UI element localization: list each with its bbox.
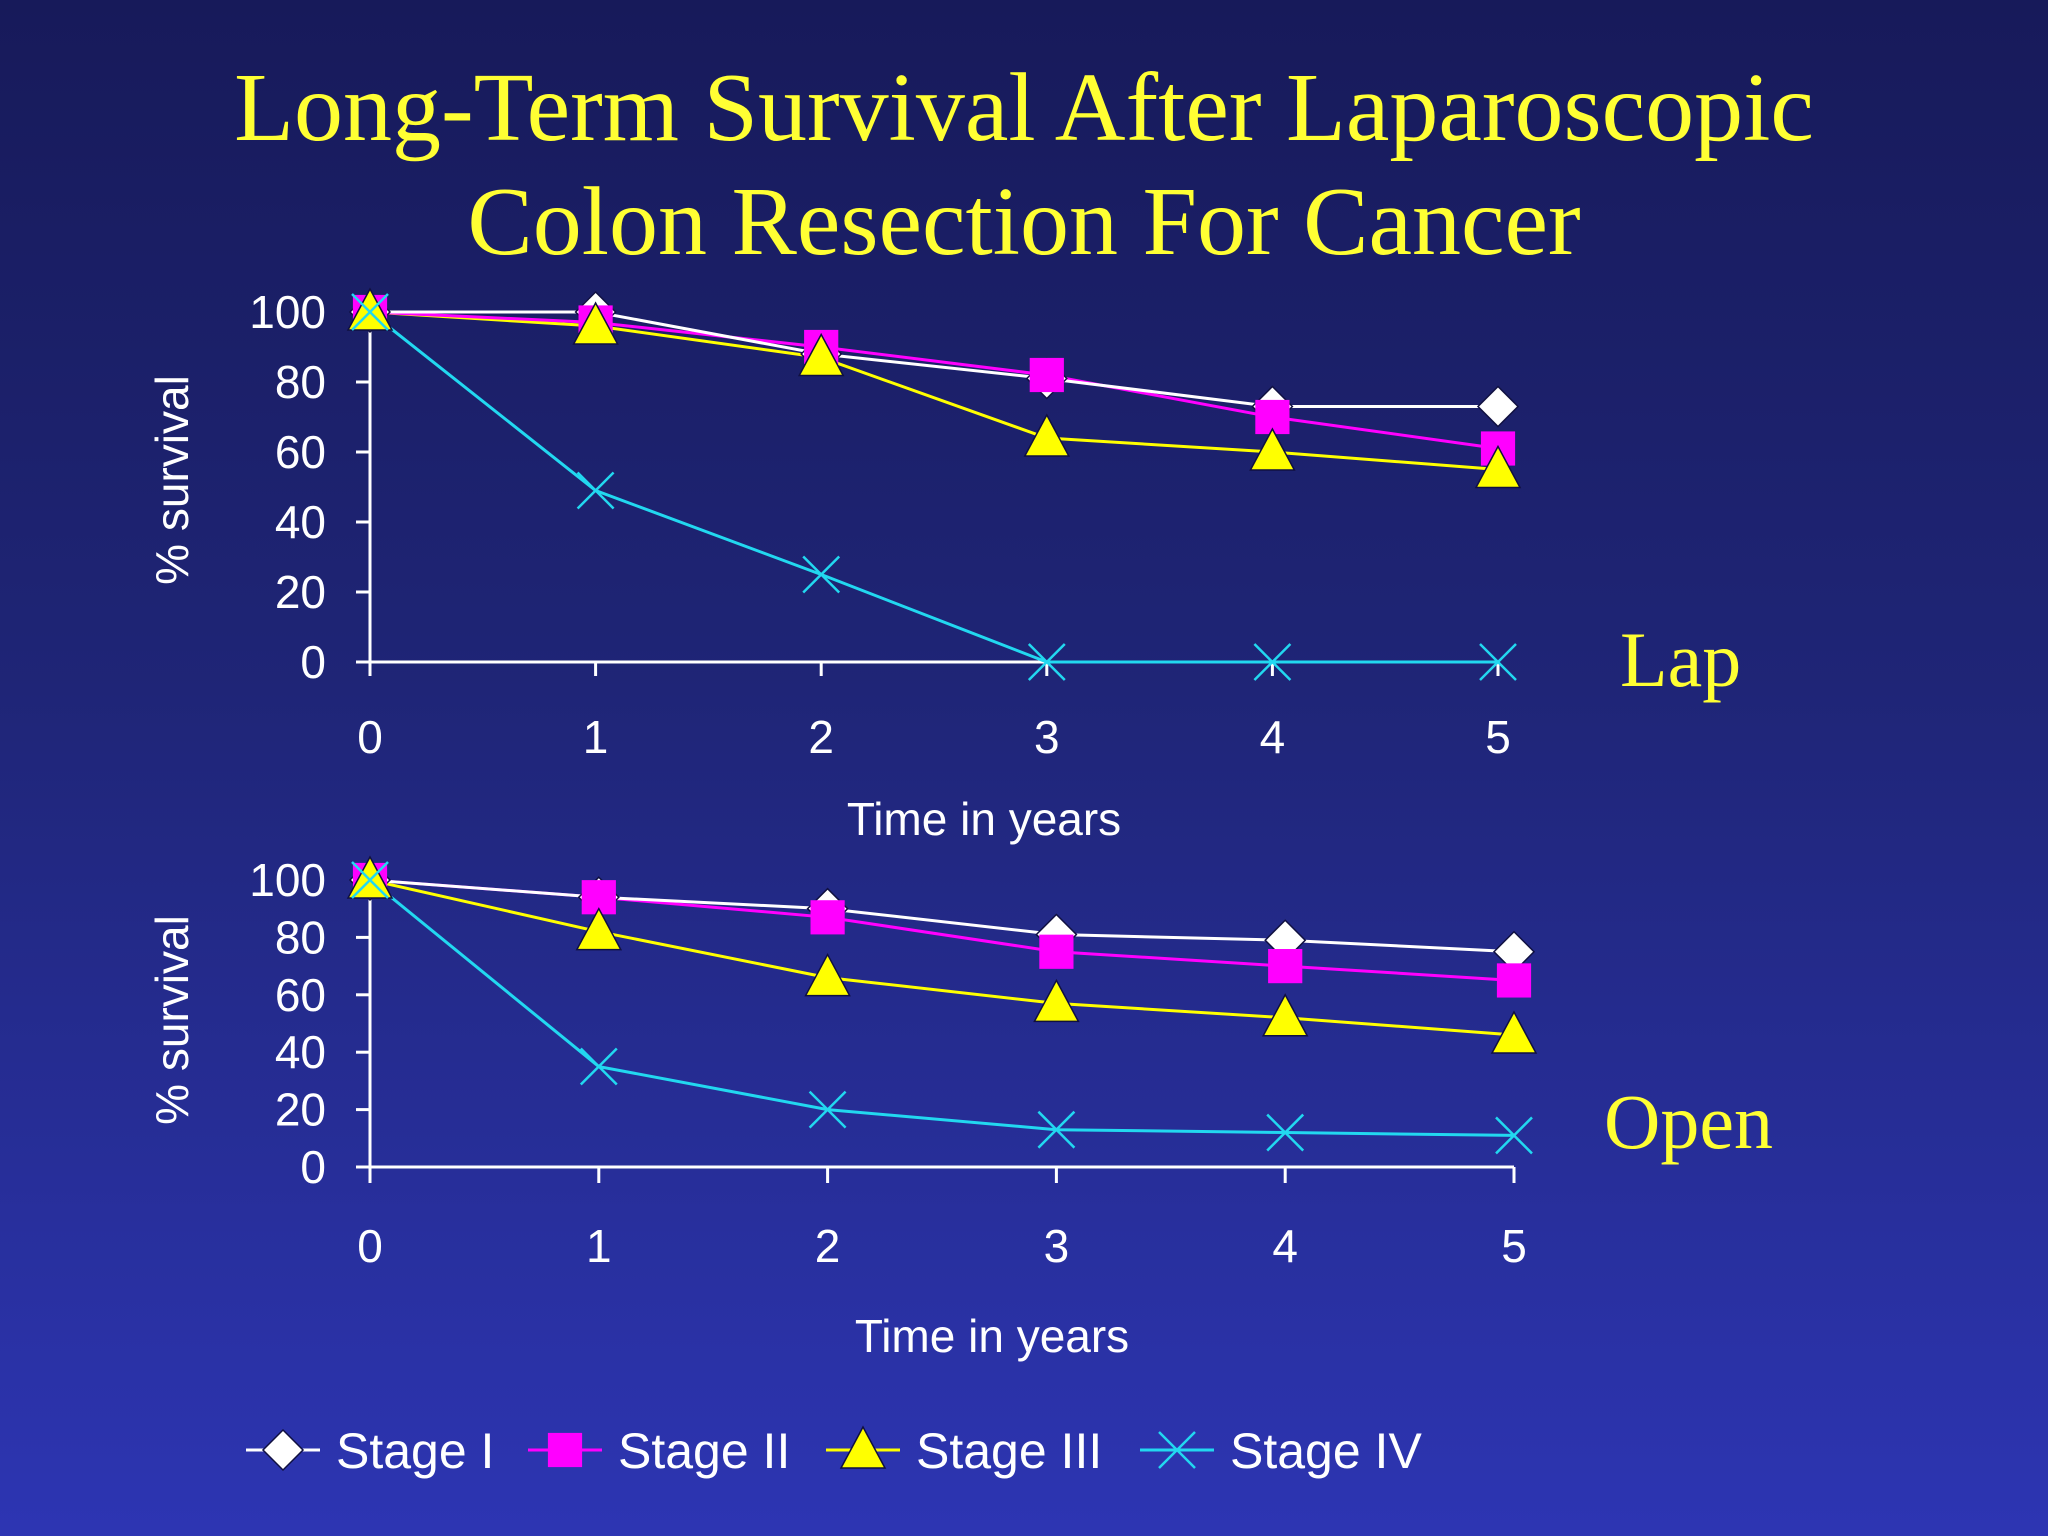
y-tick-label: 60 xyxy=(275,969,326,1021)
data-point-stage-iv xyxy=(1495,1116,1533,1155)
data-point-stage-iii xyxy=(1474,444,1522,489)
data-point-stage-iii xyxy=(1261,993,1309,1037)
legend-label: Stage II xyxy=(618,1423,790,1479)
data-point-stage-iv xyxy=(351,861,389,899)
data-point-stage-iv xyxy=(802,555,841,594)
series-line-stage-ii xyxy=(369,310,1499,450)
x-tick-label: 1 xyxy=(586,1220,612,1272)
lap-survival-chart: 0 20 40 60 80 100 0 1 2 3 4 5 Time in years % surviva… xyxy=(146,286,1741,845)
x-tick-label: 2 xyxy=(808,711,834,763)
series-line-stage-i xyxy=(369,878,1515,954)
series-line-stage-iv xyxy=(369,878,1515,1137)
y-tick-label: 60 xyxy=(275,426,326,478)
y-tick-label: 80 xyxy=(275,356,326,408)
data-point-stage-iv xyxy=(1253,643,1292,681)
series-line-stage-iii xyxy=(369,310,1499,471)
x-tick-label: 0 xyxy=(357,1220,383,1272)
y-tick-label: 100 xyxy=(249,286,326,338)
y-tick-label: 80 xyxy=(275,911,326,963)
x-tick-label: 0 xyxy=(357,711,383,763)
legend-marker-stage-i xyxy=(261,1428,305,1472)
legend-marker-stage-iv xyxy=(1158,1431,1196,1469)
data-point-stage-iii xyxy=(797,332,845,377)
panel-label-lap: Lap xyxy=(1620,616,1741,703)
slide-title-line-1: Long-Term Survival After Laparoscopic xyxy=(234,54,1814,162)
x-tick-label: 5 xyxy=(1501,1220,1527,1272)
data-point-stage-iii xyxy=(1033,978,1080,1023)
data-point-stage-ii xyxy=(1268,949,1303,984)
x-tick-label: 2 xyxy=(815,1220,841,1272)
data-point-stage-iv xyxy=(1027,643,1066,681)
y-tick-label: 0 xyxy=(300,636,326,688)
data-point-stage-iv xyxy=(1266,1113,1305,1152)
data-point-stage-iii xyxy=(575,907,623,951)
x-axis-title: Time in years xyxy=(847,793,1121,845)
data-point-stage-iv xyxy=(351,293,389,331)
data-point-stage-iii xyxy=(1249,427,1296,471)
data-point-stage-iii xyxy=(804,952,851,997)
data-point-stage-iii xyxy=(1023,413,1071,457)
data-point-stage-iv xyxy=(576,471,615,510)
x-tick-label: 4 xyxy=(1272,1220,1298,1272)
data-point-stage-iv xyxy=(1037,1110,1076,1149)
data-point-stage-iii xyxy=(1490,1010,1538,1054)
data-point-stage-ii xyxy=(1039,934,1074,969)
x-tick-label: 3 xyxy=(1034,711,1060,763)
data-point-stage-ii xyxy=(1029,357,1064,393)
y-tick-label: 20 xyxy=(275,1084,326,1136)
y-tick-label: 100 xyxy=(249,854,326,906)
legend-marker-stage-ii xyxy=(547,1432,583,1468)
x-tick-label: 5 xyxy=(1485,711,1511,763)
x-axis-title: Time in years xyxy=(855,1310,1129,1362)
data-point-stage-iii xyxy=(346,855,394,899)
data-point-stage-iii xyxy=(346,287,394,331)
legend-item-stage-iv: Stage IV xyxy=(1140,1423,1422,1479)
slide-title-line-2: Colon Resection For Cancer xyxy=(467,168,1580,276)
x-tick-label: 1 xyxy=(583,711,609,763)
x-tick-label: 3 xyxy=(1044,1220,1070,1272)
legend-item-stage-i: Stage I xyxy=(246,1423,494,1479)
legend-label: Stage III xyxy=(916,1423,1102,1479)
series-line-stage-iii xyxy=(369,878,1515,1037)
y-axis-title: % survival xyxy=(146,375,198,585)
panel-label-open: Open xyxy=(1604,1078,1773,1165)
y-tick-label: 40 xyxy=(275,496,326,548)
x-tick-label: 4 xyxy=(1260,711,1286,763)
data-point-stage-ii xyxy=(1496,963,1532,998)
y-axis-title: % survival xyxy=(146,915,198,1125)
legend-marker-stage-iii xyxy=(839,1425,887,1469)
data-point-stage-ii xyxy=(810,900,845,935)
series-line-stage-i xyxy=(370,310,1498,408)
data-point-stage-iv xyxy=(1479,643,1517,681)
y-tick-label: 0 xyxy=(300,1141,326,1193)
y-tick-label: 20 xyxy=(275,566,326,618)
legend-item-stage-iii: Stage III xyxy=(826,1423,1102,1479)
series-line-stage-ii xyxy=(369,878,1515,982)
data-point-stage-iv xyxy=(579,1047,618,1086)
series-line-stage-iv xyxy=(369,310,1498,664)
chart-legend: Stage I Stage II Stage III Stage IV xyxy=(246,1423,1422,1479)
legend-label: Stage IV xyxy=(1230,1423,1422,1479)
data-point-stage-iv xyxy=(808,1090,847,1129)
data-point-stage-i xyxy=(1476,385,1520,428)
y-tick-label: 40 xyxy=(275,1026,326,1078)
legend-item-stage-ii: Stage II xyxy=(528,1423,790,1479)
data-point-stage-iii xyxy=(572,301,619,345)
legend-label: Stage I xyxy=(336,1423,494,1479)
